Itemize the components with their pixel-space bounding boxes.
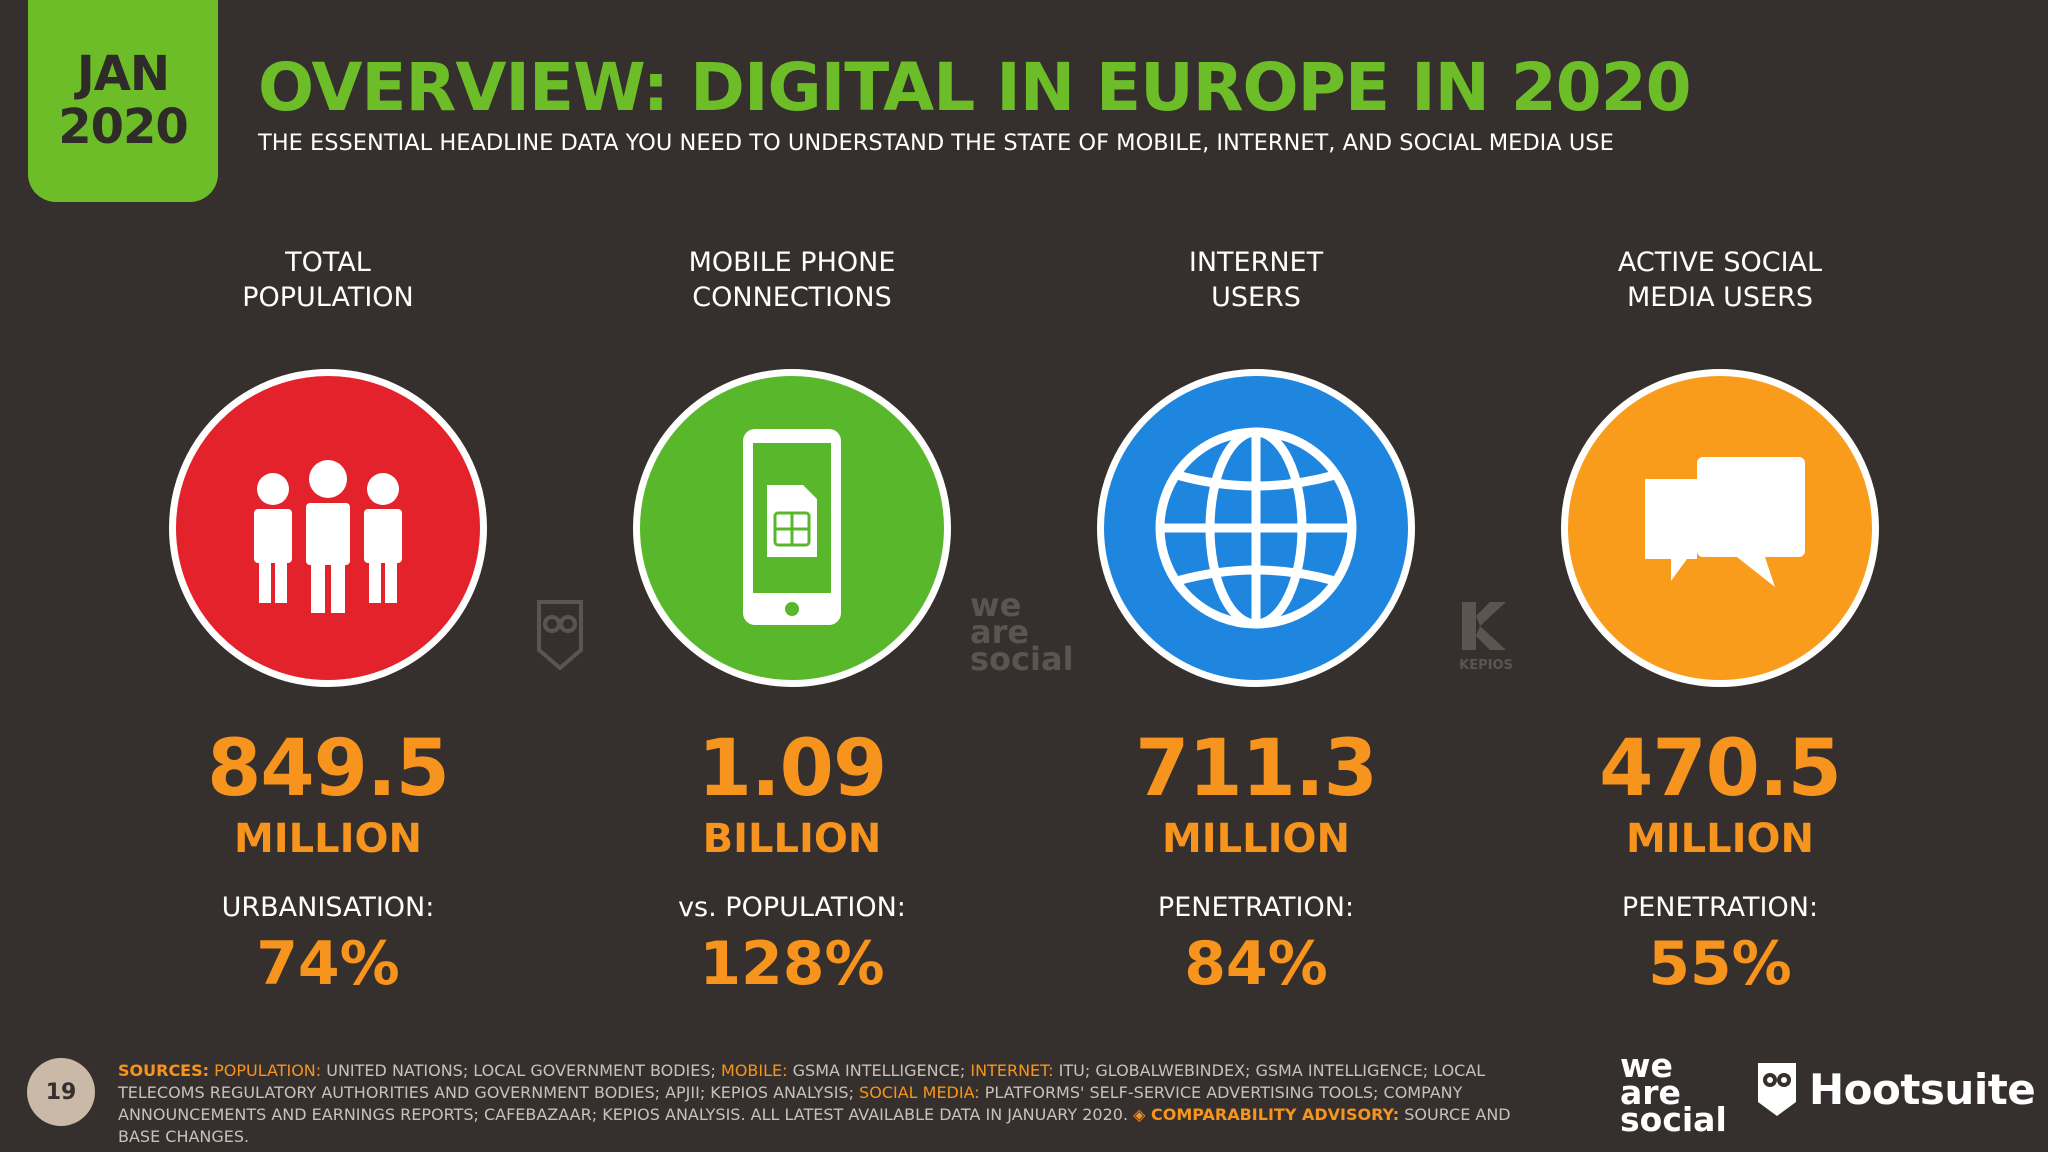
stat-unit: MILLION	[1161, 816, 1351, 862]
kepios-watermark: KEPIOS	[1458, 598, 1514, 673]
sources-text: SOURCES: POPULATION: UNITED NATIONS; LOC…	[118, 1060, 1528, 1148]
sources-population-label: POPULATION:	[214, 1061, 322, 1080]
date-badge: JAN 2020	[28, 0, 218, 202]
comparability-advisory-label: ◈ COMPARABILITY ADVISORY:	[1133, 1105, 1400, 1124]
hootsuite-wordmark: Hootsuite	[1809, 1064, 2036, 1114]
stat-percentage: 55%	[1648, 929, 1792, 999]
hootsuite-logo: Hootsuite	[1755, 1060, 2036, 1118]
sources-social-label: SOCIAL MEDIA:	[859, 1083, 980, 1102]
sources-internet-label: INTERNET:	[970, 1061, 1054, 1080]
social-circle	[1561, 369, 1879, 687]
page-title: OVERVIEW: DIGITAL IN EUROPE IN 2020	[258, 49, 1692, 126]
stat-social-media-users: ACTIVE SOCIAL MEDIA USERS 470.5 MILLION …	[1505, 245, 1935, 999]
stat-label-line-1: MOBILE PHONE	[688, 247, 896, 278]
logo-social: social	[1620, 1100, 1727, 1139]
watermark-we: we	[970, 586, 1022, 624]
stat-value: 1.09	[697, 724, 887, 814]
comparability-advisory-text: SOURCE AND BASE CHANGES.	[118, 1105, 1511, 1146]
stat-percentage: 84%	[1184, 929, 1328, 999]
chat-bubbles-icon	[1645, 457, 1805, 587]
we-are-social-logo: we are social	[1620, 1046, 1727, 1139]
page-number: 19	[27, 1058, 95, 1126]
stat-label-line-2: CONNECTIONS	[692, 282, 892, 313]
stat-label-line-1: ACTIVE SOCIAL	[1617, 247, 1823, 278]
watermark-social: social	[970, 640, 1074, 678]
stat-percentage: 74%	[256, 929, 400, 999]
stat-label-line-2: POPULATION	[242, 282, 414, 313]
hootsuite-owl-icon	[1758, 1063, 1796, 1116]
stat-sublabel: URBANISATION:	[221, 892, 435, 923]
stat-unit: BILLION	[702, 816, 882, 862]
stat-label-line-1: TOTAL	[285, 247, 371, 278]
stat-unit: MILLION	[1625, 816, 1815, 862]
we-are-social-watermark: we are social	[970, 586, 1074, 678]
stat-label-line-1: INTERNET	[1188, 247, 1324, 278]
mobile-phone-sim-icon	[743, 429, 841, 625]
stat-label: ACTIVE SOCIAL MEDIA USERS	[1505, 245, 1935, 315]
stat-label: TOTAL POPULATION	[113, 245, 543, 315]
page-subtitle: THE ESSENTIAL HEADLINE DATA YOU NEED TO …	[258, 130, 1614, 156]
stat-total-population: TOTAL POPULATION 849.5 MILLION URBANISAT…	[113, 245, 543, 999]
stat-value: 711.3	[1135, 724, 1378, 814]
sources-internet-text: ITU; GLOBALWEBINDEX; GSMA INTELLIGENCE; …	[118, 1061, 1486, 1102]
internet-circle	[1097, 369, 1415, 687]
stat-label-line-2: MEDIA USERS	[1626, 282, 1814, 313]
stat-internet-users: INTERNET USERS 711.3 MILLION PENETRATION…	[1041, 245, 1471, 999]
stat-sublabel: PENETRATION:	[1157, 892, 1355, 923]
stat-label: INTERNET USERS	[1041, 245, 1471, 315]
globe-icon	[1155, 427, 1357, 629]
mobile-circle	[633, 369, 951, 687]
stat-value: 470.5	[1599, 724, 1842, 814]
stat-sublabel: vs. POPULATION:	[678, 892, 906, 923]
logo-we: we	[1620, 1046, 1673, 1085]
kepios-watermark-text: KEPIOS	[1459, 658, 1513, 673]
population-circle	[169, 369, 487, 687]
badge-year: 2020	[58, 99, 189, 155]
stat-value: 849.5	[207, 724, 450, 814]
people-icon	[254, 460, 402, 613]
stat-mobile-connections: MOBILE PHONE CONNECTIONS 1.09 BILLION vs…	[577, 245, 1007, 999]
sources-label: SOURCES:	[118, 1061, 210, 1080]
sources-mobile-label: MOBILE:	[721, 1061, 788, 1080]
hootsuite-owl-watermark-icon	[535, 598, 585, 676]
stat-unit: MILLION	[233, 816, 423, 862]
kepios-logo-icon	[1462, 602, 1506, 650]
sources-population-text: UNITED NATIONS; LOCAL GOVERNMENT BODIES;	[326, 1061, 716, 1080]
watermark-are: are	[970, 613, 1030, 651]
sources-mobile-text: GSMA INTELLIGENCE;	[792, 1061, 966, 1080]
sources-social-text: PLATFORMS' SELF-SERVICE ADVERTISING TOOL…	[118, 1083, 1463, 1124]
stat-label-line-2: USERS	[1211, 282, 1301, 313]
stat-percentage: 128%	[699, 929, 885, 999]
logo-are: are	[1620, 1073, 1681, 1112]
stat-sublabel: PENETRATION:	[1621, 892, 1819, 923]
badge-month: JAN	[76, 46, 170, 102]
stat-label: MOBILE PHONE CONNECTIONS	[577, 245, 1007, 315]
